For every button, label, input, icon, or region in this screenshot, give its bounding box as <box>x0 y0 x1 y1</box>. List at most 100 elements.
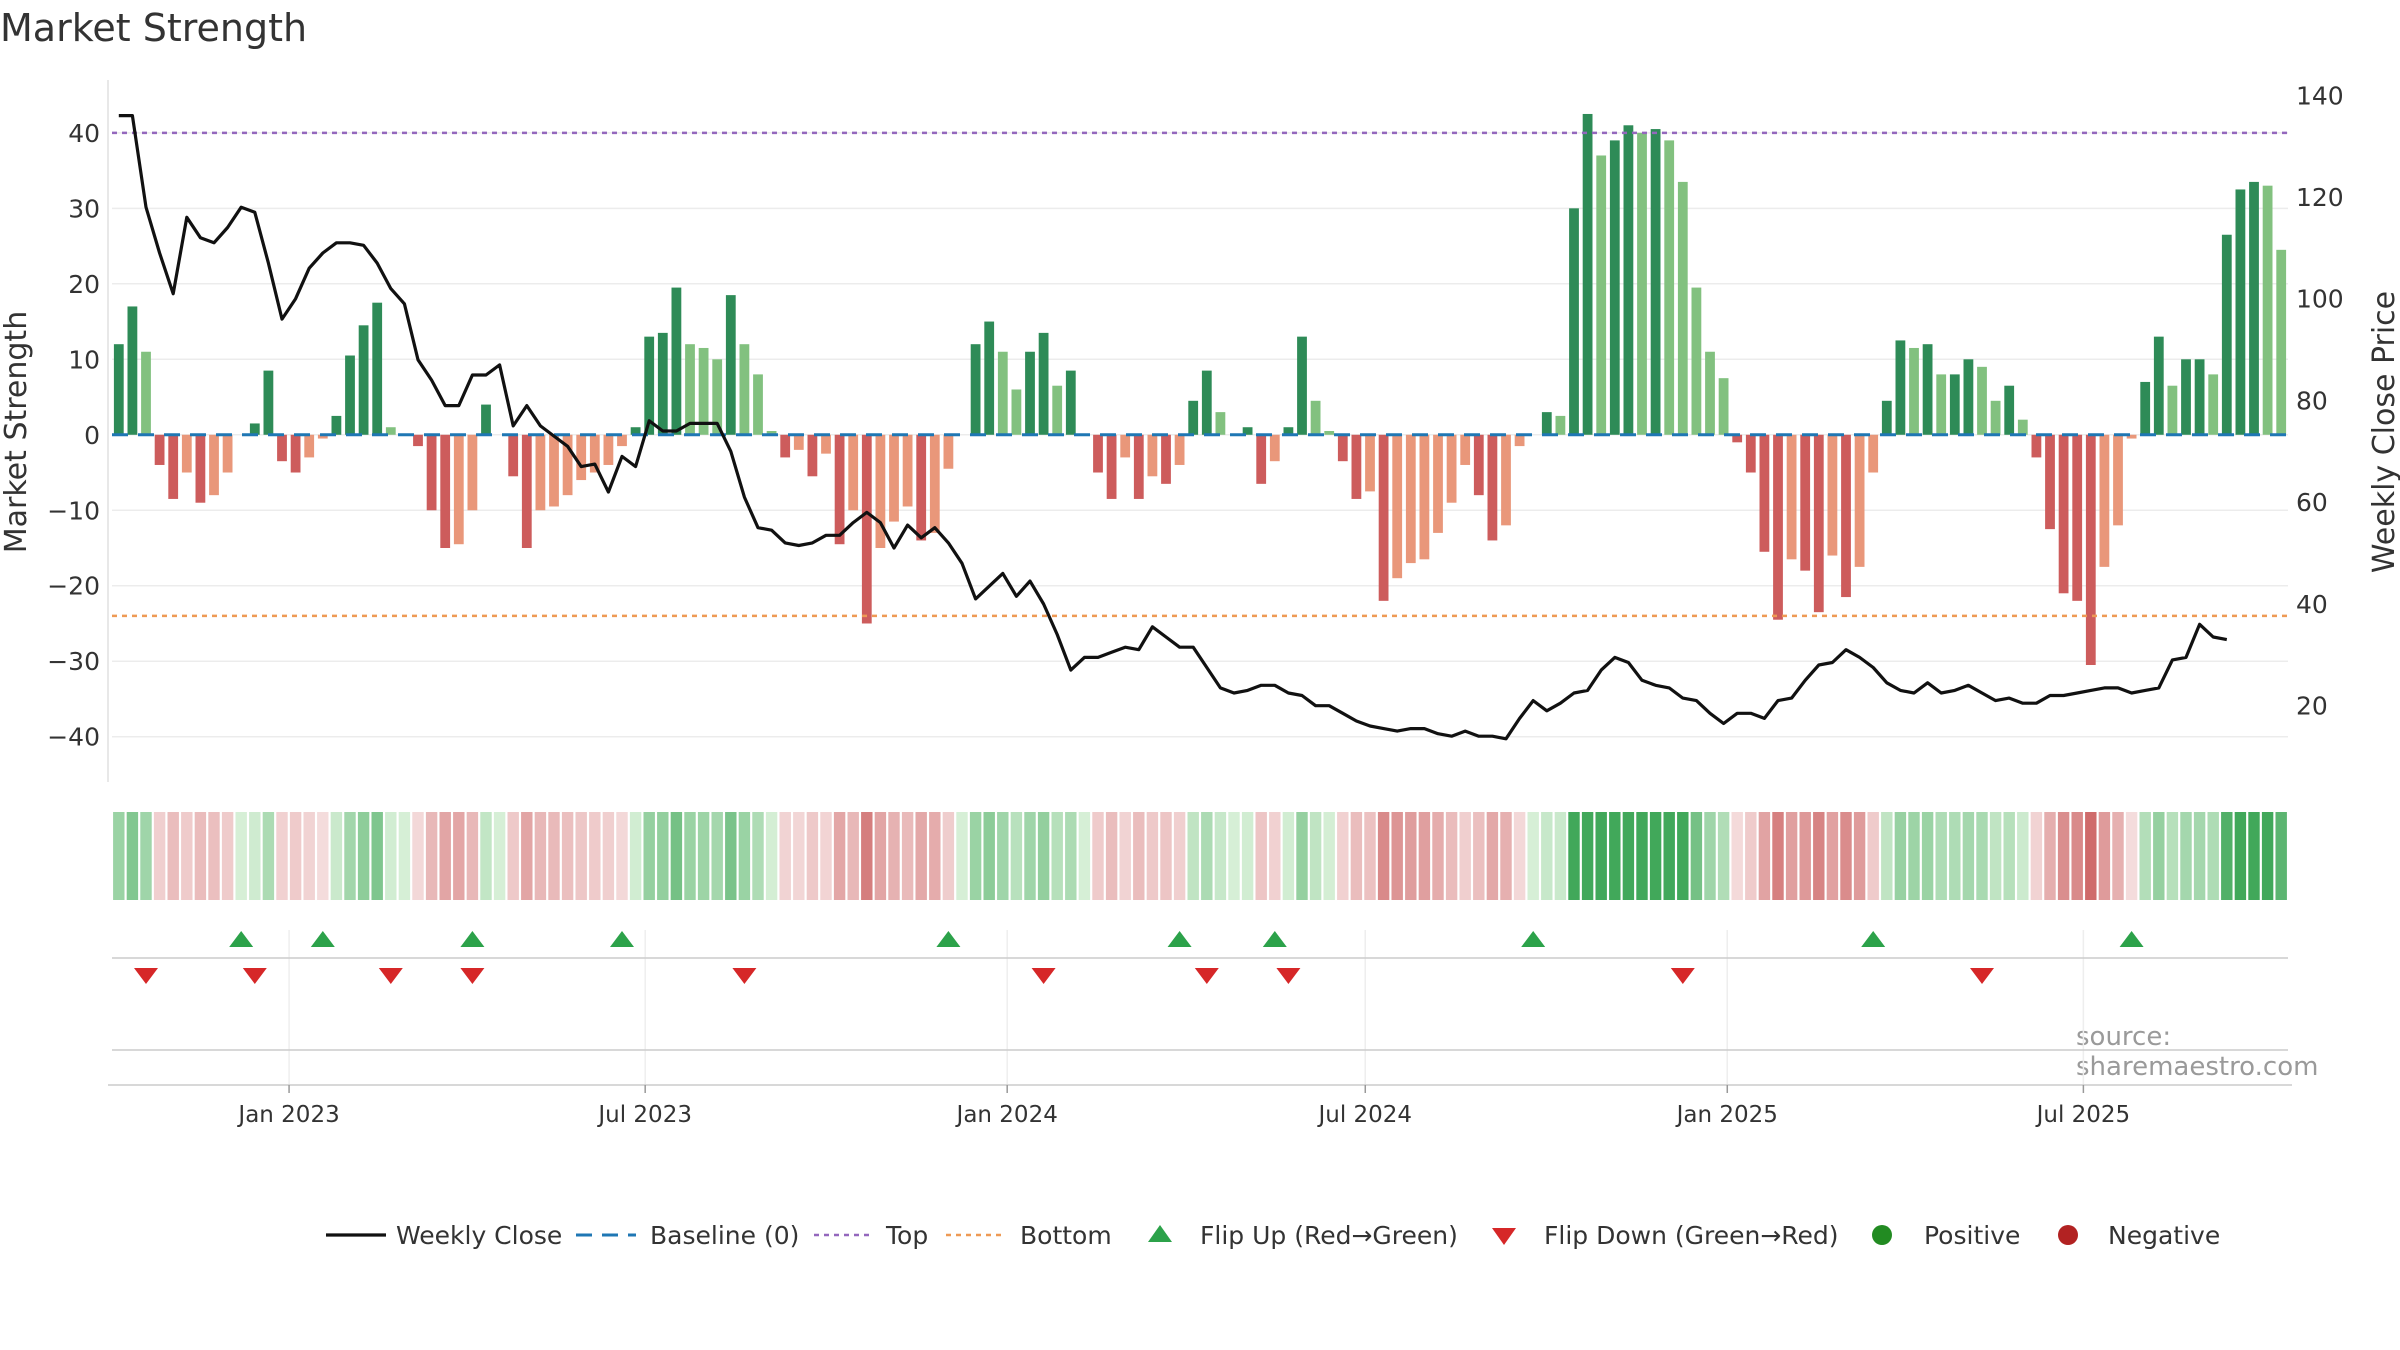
heat-cell <box>711 812 723 900</box>
strength-bar <box>1473 434 1484 496</box>
x-tick-label: Jan 2025 <box>1675 1102 1778 1128</box>
strength-bar <box>1664 140 1675 435</box>
x-tick-label: Jul 2025 <box>2035 1102 2131 1128</box>
heat-cell <box>2030 812 2043 900</box>
heat-cell <box>1105 812 1118 900</box>
heat-cell <box>235 812 247 900</box>
strength-bar <box>753 374 763 435</box>
strength-bar <box>2167 385 2178 435</box>
strength-bar <box>2126 434 2137 439</box>
strength-bar <box>2140 381 2151 435</box>
strength-bar <box>521 434 532 548</box>
strength-bar <box>2017 419 2028 435</box>
flip-down-marker <box>1670 968 1695 984</box>
heat-cell <box>697 812 710 900</box>
strength-bar <box>1147 434 1158 477</box>
strength-bar <box>1174 434 1185 465</box>
strength-bar <box>249 423 260 435</box>
strength-bar <box>1609 140 1620 435</box>
strength-bar <box>1065 370 1076 435</box>
strength-bar <box>1501 434 1511 526</box>
strength-bar <box>916 434 927 541</box>
strength-bar <box>657 332 668 435</box>
heat-cell <box>1894 812 1907 900</box>
x-tick-label: Jul 2023 <box>596 1102 692 1128</box>
strength-bar <box>1922 344 1933 435</box>
heat-cell <box>983 812 995 900</box>
y-tick-label: 40 <box>68 119 100 148</box>
heat-cell <box>657 812 669 900</box>
heat-cell <box>2275 812 2287 900</box>
strength-bar <box>181 434 192 473</box>
heat-cell <box>752 812 764 900</box>
heat-cell <box>942 812 955 900</box>
strength-bar <box>1841 434 1851 598</box>
heat-cell <box>1350 812 1363 900</box>
x-tick-label: Jan 2024 <box>955 1102 1058 1128</box>
strength-bar <box>1800 434 1811 571</box>
strength-bar <box>712 359 723 435</box>
strength-bar <box>317 434 328 439</box>
strength-bar <box>549 434 559 507</box>
strength-bar <box>1215 412 1226 435</box>
heat-cell <box>1745 812 1757 900</box>
strength-bar <box>2194 359 2205 435</box>
heat-cell <box>2125 812 2138 900</box>
strength-bar <box>1691 287 1702 435</box>
strength-bar <box>345 355 355 435</box>
flip-down-marker <box>1970 968 1994 984</box>
heat-cell <box>1513 812 1526 900</box>
strength-bar <box>2058 434 2069 594</box>
strength-bar <box>1337 434 1348 462</box>
legend-negative-label: Negative <box>2108 1221 2220 1250</box>
heat-cell <box>929 812 941 900</box>
strength-bar <box>1378 434 1389 601</box>
heat-cell <box>1541 812 1553 900</box>
strength-bar <box>1881 400 1892 435</box>
strength-bar <box>861 434 872 624</box>
heat-cell <box>1921 812 1934 900</box>
source-credit: source: sharemaestro.com <box>2076 1022 2319 1082</box>
heat-cell <box>1037 812 1050 900</box>
strength-bar <box>902 434 913 507</box>
strength-bar <box>1419 434 1430 560</box>
strength-bar <box>1052 385 1063 435</box>
heat-cell <box>1799 812 1811 900</box>
legend-weekly-close-label: Weekly Close <box>396 1221 562 1250</box>
strength-bar <box>725 295 736 435</box>
strength-bar <box>1963 359 1974 435</box>
legend-flip-up-label: Flip Up (Red→Green) <box>1200 1221 1458 1250</box>
strength-bar <box>1025 351 1035 435</box>
strength-bar <box>1188 400 1199 435</box>
heat-cell <box>493 812 506 900</box>
strength-bar <box>2235 189 2246 435</box>
heat-cell <box>901 812 914 900</box>
heat-cell <box>1364 812 1376 900</box>
heat-cell <box>684 812 696 900</box>
legend-baseline-label: Baseline (0) <box>650 1221 799 1250</box>
heat-cell <box>2221 812 2233 900</box>
heat-cell <box>1459 812 1471 900</box>
strength-bar <box>1773 434 1783 620</box>
heat-cell <box>589 812 601 900</box>
strength-bar <box>1106 434 1117 499</box>
flip-up-marker <box>229 931 254 947</box>
flip-up-marker <box>2119 931 2144 947</box>
strength-bar <box>2004 385 2015 435</box>
strength-bar <box>413 434 423 447</box>
strength-bar <box>1596 155 1607 435</box>
heat-cell <box>289 812 302 900</box>
strength-bar <box>2181 359 2191 435</box>
y-axis-label: Market Strength <box>0 311 34 553</box>
strength-bar <box>1242 427 1253 435</box>
heat-cell <box>2017 812 2029 900</box>
heat-cell <box>1445 812 1458 900</box>
heat-cell <box>738 812 751 900</box>
heat-cell <box>1486 812 1499 900</box>
heat-cell <box>1309 812 1322 900</box>
y2-tick-label: 40 <box>2296 590 2328 619</box>
heat-cell <box>521 812 533 900</box>
strength-bar <box>739 344 750 435</box>
strength-bar <box>997 351 1008 435</box>
strength-bar <box>943 434 954 469</box>
